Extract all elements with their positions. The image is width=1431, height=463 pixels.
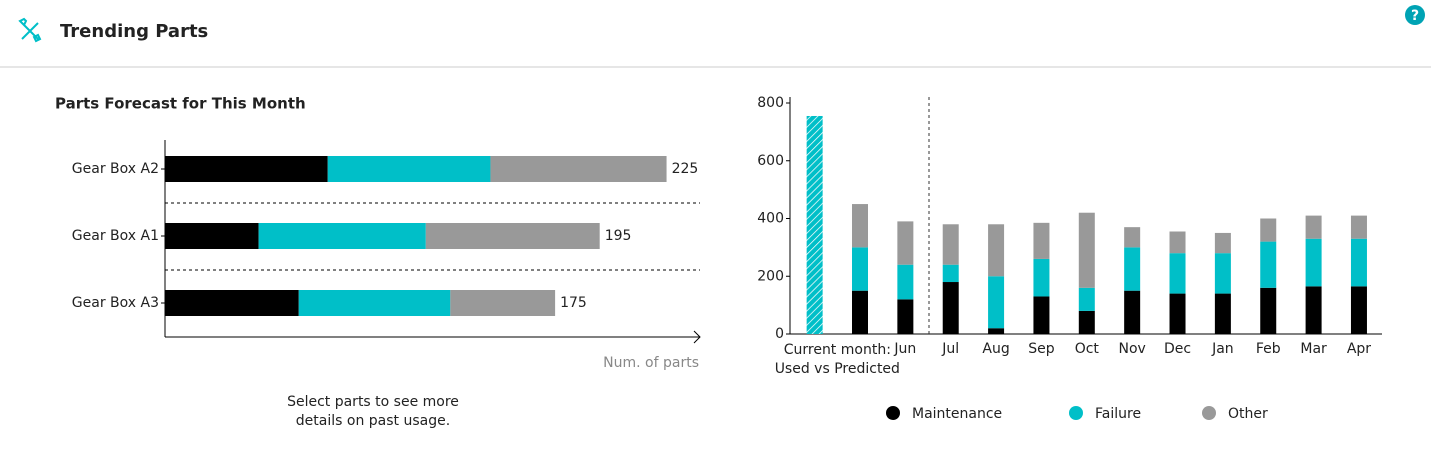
- bar-segment: [298, 290, 451, 316]
- bar-segment: [1169, 253, 1186, 294]
- bar-segment: [425, 223, 600, 249]
- bar-segment: [1169, 293, 1186, 334]
- y-tick-label: 200: [757, 268, 784, 284]
- bar-segment: [1124, 227, 1141, 248]
- bar-segment: [1260, 218, 1277, 242]
- bar-segment: [1305, 286, 1322, 334]
- total-label: 175: [560, 295, 587, 311]
- bar-segment: [1214, 232, 1231, 254]
- bar-segment: [1078, 310, 1095, 334]
- header-title: Trending Parts: [60, 21, 208, 42]
- bar-segment: [1260, 241, 1277, 288]
- x-tick-label: Sep: [1028, 341, 1055, 357]
- chart-title: Parts Forecast for This Month: [55, 95, 306, 113]
- bar-segment: [165, 156, 328, 182]
- y-tick-label: 600: [757, 153, 784, 169]
- bar-segment: [852, 204, 868, 248]
- bar-segment: [327, 156, 491, 182]
- bar-segment: [1033, 258, 1050, 297]
- x-tick-label: Oct: [1075, 341, 1100, 357]
- legend-label: Maintenance: [912, 406, 1002, 422]
- x-axis-label: Num. of parts: [603, 355, 699, 371]
- x-tick-label: Nov: [1118, 341, 1145, 357]
- bar-segment: [1260, 287, 1277, 334]
- help-icon[interactable]: ?: [1405, 5, 1425, 25]
- bar-segment: [165, 223, 259, 249]
- total-label: 195: [605, 228, 632, 244]
- svg-text:?: ?: [1411, 8, 1419, 24]
- x-tick-label: Jun: [893, 341, 916, 357]
- x-tick-label: Mar: [1300, 341, 1327, 357]
- bar-segment: [897, 299, 914, 334]
- x-tick-label: Apr: [1347, 341, 1371, 357]
- bar-segment: [1078, 287, 1095, 311]
- legend-marker: [1202, 406, 1216, 420]
- legend-marker: [886, 406, 900, 420]
- bar-segment: [165, 290, 299, 316]
- bar-segment: [1124, 290, 1141, 334]
- x-tick-label: Current month: Used vs Predicted: [774, 342, 900, 377]
- legend-marker: [1069, 406, 1083, 420]
- bar-segment: [897, 221, 914, 265]
- bar-segment: [852, 247, 868, 291]
- bar-segment: [942, 282, 959, 334]
- bar-segment: [1078, 212, 1095, 288]
- bar-segment: [852, 290, 868, 334]
- bar-segment: [490, 156, 667, 182]
- bar-segment: [258, 223, 426, 249]
- bar-segment: [1214, 293, 1231, 334]
- x-tick-label: Dec: [1164, 341, 1191, 357]
- bar-segment: [1124, 247, 1141, 291]
- y-tick-label: 400: [757, 211, 784, 227]
- tools-icon: [18, 17, 42, 43]
- bar-segment: [1350, 215, 1367, 239]
- y-tick-label: Gear Box A3: [72, 295, 159, 311]
- bar-segment: [1214, 253, 1231, 294]
- bar-segment: [1350, 238, 1367, 287]
- bar-segment: [942, 264, 959, 283]
- used-bar: [806, 115, 823, 335]
- x-tick-label: Jul: [941, 341, 959, 357]
- bar-segment: [988, 276, 1005, 329]
- bar-segment: [1350, 286, 1367, 334]
- bar-segment: [1305, 215, 1322, 239]
- bar-segment: [1169, 231, 1186, 254]
- bar-segment: [988, 328, 1005, 334]
- bar-segment: [988, 224, 1005, 277]
- bar-segment: [450, 290, 556, 316]
- legend-label: Other: [1228, 406, 1268, 422]
- x-tick-label: Aug: [982, 341, 1009, 357]
- x-tick-label: Feb: [1256, 341, 1281, 357]
- x-tick-label: Jan: [1211, 341, 1234, 357]
- bar-segment: [1033, 222, 1050, 259]
- bar-segment: [1305, 238, 1322, 287]
- note: Select parts to see more details on past…: [287, 394, 459, 429]
- x-axis-arrow: [693, 330, 701, 344]
- bar-segment: [942, 224, 959, 265]
- y-tick-label: 0: [775, 326, 784, 342]
- y-tick-label: Gear Box A1: [72, 228, 159, 244]
- bar-segment: [1033, 296, 1050, 334]
- legend-label: Failure: [1095, 406, 1141, 422]
- y-tick-label: Gear Box A2: [72, 161, 159, 177]
- bar-segment: [897, 264, 914, 300]
- y-tick-label: 800: [757, 95, 784, 111]
- total-label: 225: [672, 161, 699, 177]
